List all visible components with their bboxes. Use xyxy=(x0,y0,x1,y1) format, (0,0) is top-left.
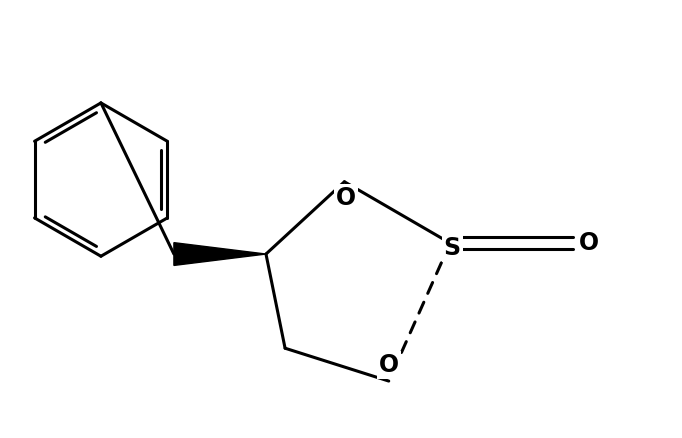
Text: O: O xyxy=(579,231,599,255)
Polygon shape xyxy=(174,243,266,265)
Text: O: O xyxy=(379,353,399,377)
Text: O: O xyxy=(336,186,357,210)
Text: S: S xyxy=(443,236,460,260)
